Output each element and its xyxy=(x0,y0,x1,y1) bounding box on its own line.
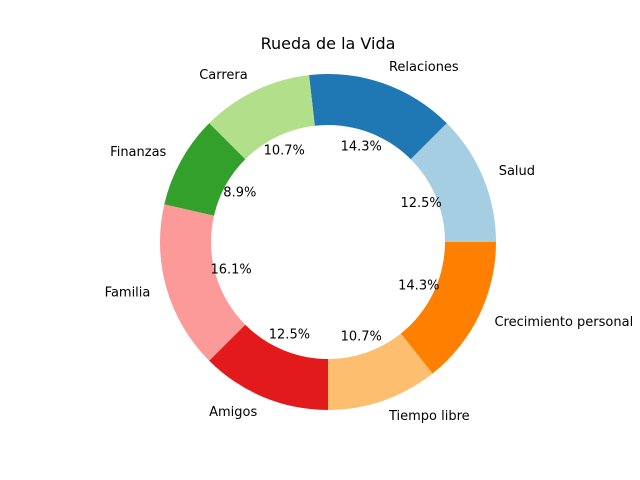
chart-title: Rueda de la Vida xyxy=(261,34,396,53)
slice-percent-finanzas: 8.9% xyxy=(223,186,256,201)
slice-percent-familia: 16.1% xyxy=(210,262,251,277)
slice-relaciones xyxy=(309,74,447,160)
slice-percent-relaciones: 14.3% xyxy=(341,139,382,154)
slice-label-carrera: Carrera xyxy=(199,68,248,83)
slice-salud xyxy=(410,123,496,242)
slice-label-crecimiento-personal: Crecimiento personal xyxy=(494,315,633,330)
slice-percent-crecimiento-personal: 14.3% xyxy=(398,278,439,293)
slice-label-amigos: Amigos xyxy=(209,405,257,420)
slice-labels: Salud 12.5% Relaciones 14.3% Carrera 10.7% Fin… xyxy=(105,60,634,424)
slice-label-salud: Salud xyxy=(499,164,535,179)
slice-percent-carrera: 10.7% xyxy=(264,144,305,159)
slice-percent-amigos: 12.5% xyxy=(269,328,310,343)
slice-percent-tiempo-libre: 10.7% xyxy=(341,330,382,345)
slice-label-relaciones: Relaciones xyxy=(389,60,459,75)
slice-amigos xyxy=(209,324,328,411)
slice-label-familia: Familia xyxy=(105,285,151,300)
slice-percent-salud: 12.5% xyxy=(400,196,441,211)
slice-familia xyxy=(159,204,246,361)
slice-tiempo-libre xyxy=(328,333,433,410)
slice-carrera xyxy=(209,75,315,160)
slice-label-finanzas: Finanzas xyxy=(110,145,166,160)
slice-crecimiento-personal xyxy=(400,242,496,374)
donut-slices xyxy=(159,74,496,411)
slice-finanzas xyxy=(164,123,246,216)
slice-label-tiempo-libre: Tiempo libre xyxy=(388,409,470,424)
